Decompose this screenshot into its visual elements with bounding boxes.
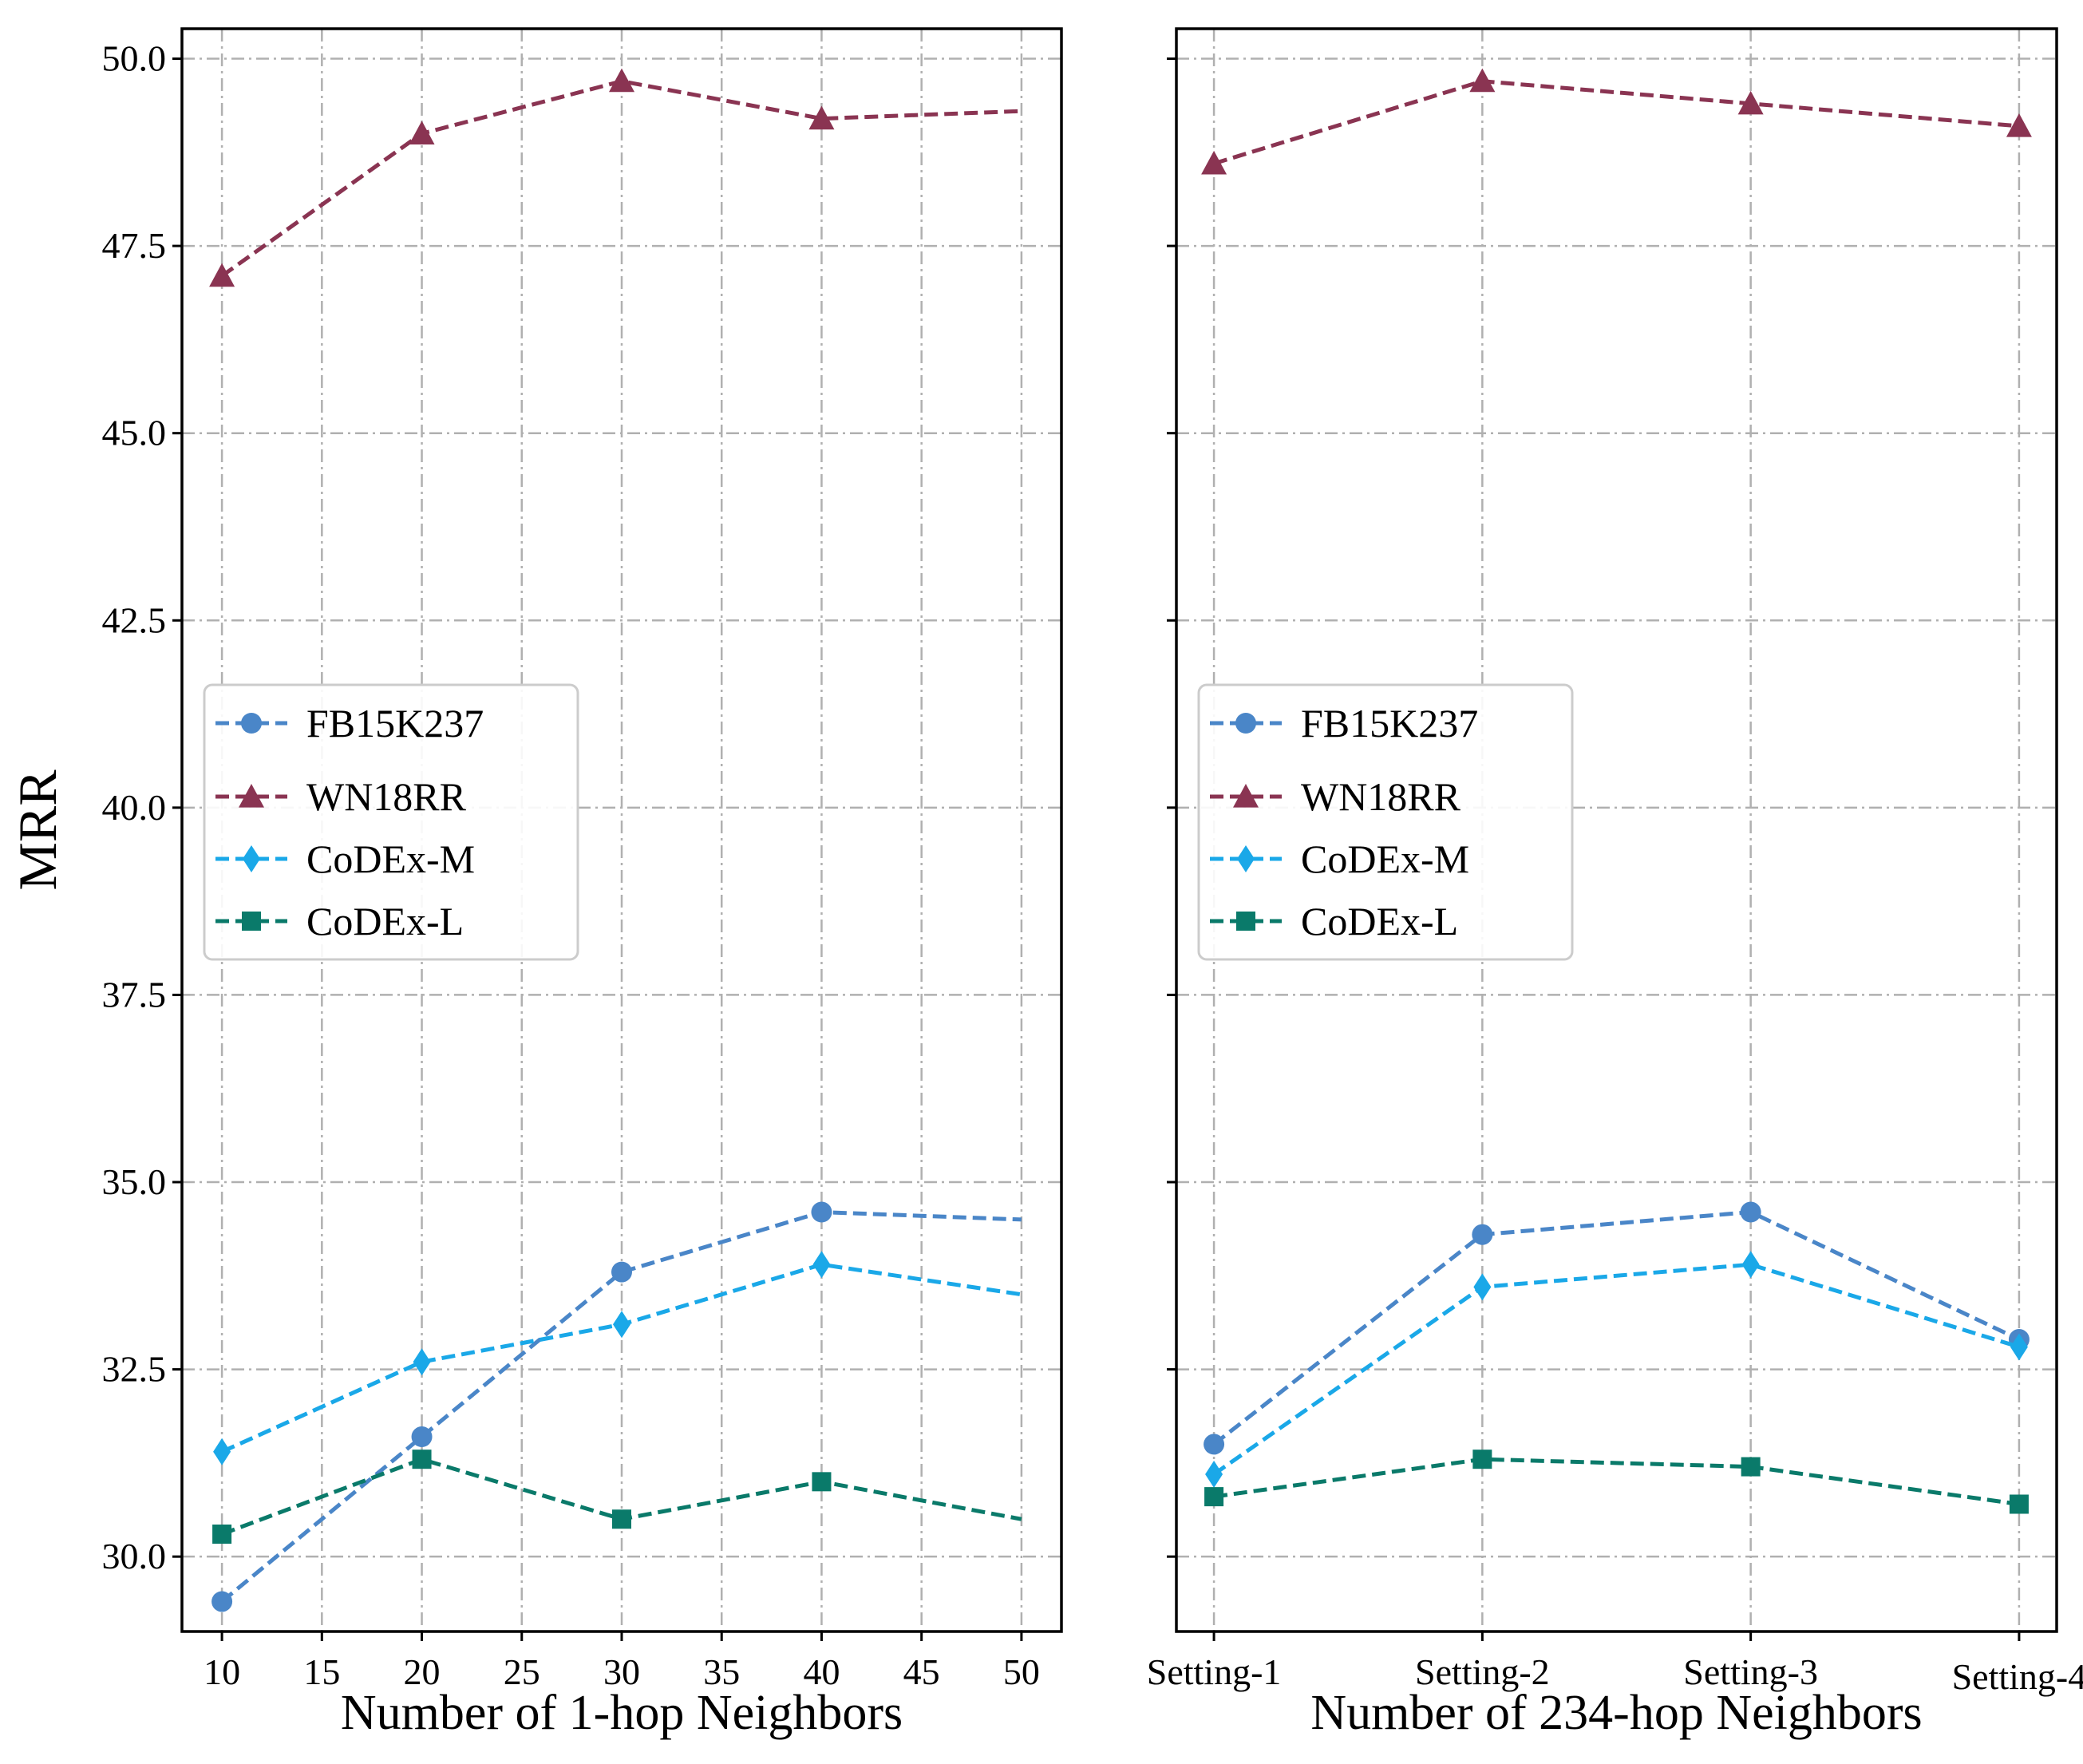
legend-label-codex-m: CoDEx-M [1301,837,1469,881]
marker-fb15k237-2 [611,1261,632,1283]
marker-codex-m-1 [413,1348,431,1376]
legend-marker-fb15k237 [241,713,262,734]
series-line-fb15k237 [1212,1209,2020,1446]
y-tick-label-3: 37.5 [102,974,167,1014]
x-tick-label-6: 40 [803,1651,840,1692]
marker-wn18rr-1 [1469,68,1496,93]
marker-wn18rr-0 [1201,150,1227,175]
legend-marker-codex-l [1236,912,1255,931]
series-line-fb15k237 [220,1210,1022,1604]
legend-marker-fb15k237 [1235,713,1256,734]
y-tick-label-2: 35.0 [102,1161,167,1202]
series-group [209,68,1022,1612]
marker-wn18rr-0 [209,263,235,287]
x-tick-label-7: 45 [903,1651,940,1692]
axes: Setting-1 Setting-2 Setting-3 Setting-4 [1147,57,2083,1697]
marker-codex-l-3 [812,1472,832,1492]
marker-wn18rr-2 [1737,90,1764,115]
marker-wn18rr-3 [808,105,835,130]
y-axis-title: MRR [7,769,68,891]
x-tick-label-4: 30 [603,1651,640,1692]
legend-label-fb15k237: FB15K237 [306,701,484,746]
chart-panel-234-hop: Setting-1 Setting-2 Setting-3 Setting-4 Numb… [1147,27,2083,1740]
series-line-codex-m [1212,1262,2020,1477]
marker-codex-l-0 [212,1525,232,1544]
y-tick-label-7: 47.5 [102,225,167,266]
marker-codex-m-0 [213,1438,231,1465]
marker-fb15k237-0 [1204,1434,1225,1455]
legend: FB15K237 WN18RR CoDEx-M CoDEx-L [203,683,579,961]
marker-codex-m-2 [613,1311,630,1339]
x-tick-label-2: 20 [404,1651,441,1692]
x-tick-label-5: 35 [703,1651,740,1692]
marker-fb15k237-3 [811,1201,832,1223]
y-tick-label-4: 40.0 [102,787,167,828]
legend-box [203,683,579,961]
series-group [1201,68,2032,1514]
x-tick-label-3: Setting-4 [1952,1656,2083,1697]
legend: FB15K237 WN18RR CoDEx-M CoDEx-L [1197,683,1574,961]
series-line-wn18rr [1213,79,2020,166]
marker-fb15k237-1 [411,1426,433,1448]
marker-codex-m-2 [1741,1251,1760,1279]
plot-frame [1175,27,2058,1633]
y-tick-label-5: 42.5 [102,599,167,640]
marker-wn18rr-2 [609,68,634,93]
marker-codex-m-3 [812,1251,831,1279]
marker-wn18rr-1 [409,121,435,144]
x-tick-label-2: Setting-3 [1683,1651,1818,1692]
marker-codex-l-2 [1741,1457,1761,1477]
marker-codex-l-1 [1472,1450,1492,1469]
x-axis-title: Number of 234-hop Neighbors [1310,1686,1922,1740]
x-tick-label-1: Setting-2 [1415,1651,1550,1692]
y-tick-label-8: 50.0 [102,38,167,79]
legend-marker-codex-l [242,912,261,931]
marker-codex-l-3 [2009,1494,2029,1514]
legend-label-codex-m: CoDEx-M [306,837,475,881]
marker-codex-l-2 [612,1509,631,1529]
marker-codex-m-3 [2010,1333,2028,1361]
x-tick-label-0: Setting-1 [1147,1651,1282,1692]
legend-label-codex-l: CoDEx-L [1301,899,1458,943]
legend-label-codex-l: CoDEx-L [306,899,464,943]
series-line-codex-l [1213,1457,2020,1506]
marker-codex-m-0 [1205,1460,1223,1488]
marker-fb15k237-2 [1740,1201,1761,1223]
x-tick-label-0: 10 [204,1651,240,1692]
x-tick-label-3: 25 [504,1651,540,1692]
legend-marker-codex-m [1237,845,1255,872]
x-tick-label-8: 50 [1003,1651,1040,1692]
marker-fb15k237-1 [1472,1224,1493,1245]
marker-fb15k237-0 [211,1591,233,1612]
marker-codex-l-0 [1204,1487,1224,1507]
marker-codex-l-1 [412,1450,432,1469]
axes: 10 15 20 25 30 35 40 45 50 30.0 32.5 35.0 37.5 40.0 42… [102,38,1040,1692]
plot-frame [180,27,1063,1633]
marker-wn18rr-3 [2006,113,2032,137]
chart-panel-1-hop: 10 15 20 25 30 35 40 45 50 30.0 32.5 35.0 37.5 40.0 42… [7,27,1063,1740]
legend-marker-wn18rr [1233,784,1259,808]
y-tick-label-0: 30.0 [102,1536,167,1576]
legend-label-wn18rr: WN18RR [306,774,467,819]
x-axis-title: Number of 1-hop Neighbors [341,1686,903,1740]
y-tick-label-1: 32.5 [102,1349,167,1390]
marker-codex-m-1 [1473,1273,1492,1301]
legend-box [1197,683,1574,961]
legend-marker-codex-m [243,845,260,872]
legend-label-wn18rr: WN18RR [1301,774,1461,819]
legend-label-fb15k237: FB15K237 [1301,701,1478,746]
x-tick-label-1: 15 [303,1651,340,1692]
y-tick-label-6: 45.0 [102,413,167,453]
legend-marker-wn18rr [239,784,264,808]
